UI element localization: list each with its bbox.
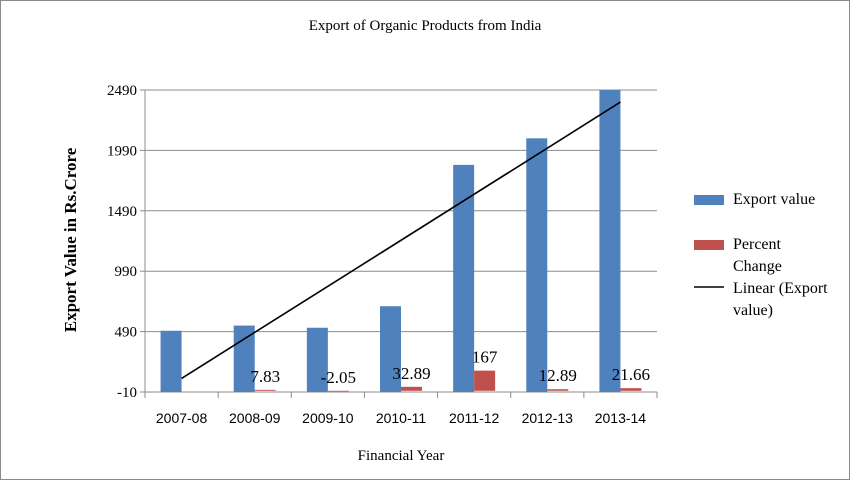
trendline xyxy=(181,101,621,380)
chart-title: Export of Organic Products from India xyxy=(309,18,542,34)
data-label-percent-change: 21.66 xyxy=(612,365,650,384)
bars xyxy=(160,90,642,392)
bar-export-value xyxy=(453,164,475,392)
x-tick-label: 2013-14 xyxy=(595,410,647,426)
data-labels: 7.83 -2.05 32.89 167 12.89 21.66 xyxy=(250,348,650,387)
y-tick-label: 490 xyxy=(115,325,138,341)
bar-percent-change xyxy=(327,390,349,392)
y-tick-label: 1990 xyxy=(107,143,137,159)
x-tick-label: 2011-12 xyxy=(449,410,500,426)
legend: Export value Percent Change Linear (Export v… xyxy=(694,191,828,319)
data-label-percent-change: 12.89 xyxy=(539,366,577,385)
bar-export-value xyxy=(599,90,621,392)
data-label-percent-change: -2.05 xyxy=(321,368,356,387)
x-tick-label: 2007-08 xyxy=(156,410,208,426)
bar-export-value xyxy=(380,306,401,392)
trendline-group xyxy=(181,101,621,380)
legend-label-export-value: Export value xyxy=(733,191,815,208)
y-tick-label: 1490 xyxy=(107,204,137,220)
x-tick-label: 2010-11 xyxy=(376,410,427,426)
bar-export-value xyxy=(526,138,548,392)
bar-export-value xyxy=(306,327,328,392)
bar-percent-change xyxy=(474,370,496,391)
y-tick-label: 990 xyxy=(115,264,138,280)
y-tick-labels: -10 490 990 1490 1990 2490 xyxy=(107,83,137,401)
data-label-percent-change: 32.89 xyxy=(392,364,430,383)
y-axis-label: Export Value in Rs.Crore xyxy=(61,147,80,332)
x-tick-label: 2009-10 xyxy=(302,410,354,426)
legend-label-percent-change: Percent Change xyxy=(733,236,782,275)
legend-swatch-export-value xyxy=(694,195,724,205)
legend-label-trendline: Linear (Export value) xyxy=(733,280,828,319)
gridlines xyxy=(140,89,658,398)
legend-swatch-percent-change xyxy=(694,240,724,250)
x-tick-label: 2008-09 xyxy=(229,410,281,426)
bar-export-value xyxy=(160,330,182,392)
x-tick-labels: 2007-08 2008-09 2009-10 2010-11 2011-12 2012-… xyxy=(156,410,646,426)
x-tick-label: 2012-13 xyxy=(522,410,574,426)
bar-percent-change xyxy=(620,388,642,391)
y-tick-label: 2490 xyxy=(107,83,137,99)
data-label-percent-change: 7.83 xyxy=(250,367,280,386)
bar-percent-change xyxy=(401,386,422,391)
y-tick-label: -10 xyxy=(117,385,137,401)
x-axis-label: Financial Year xyxy=(358,448,445,464)
bar-percent-change xyxy=(547,389,569,391)
bar-percent-change xyxy=(254,389,276,391)
data-label-percent-change: 167 xyxy=(472,348,498,367)
